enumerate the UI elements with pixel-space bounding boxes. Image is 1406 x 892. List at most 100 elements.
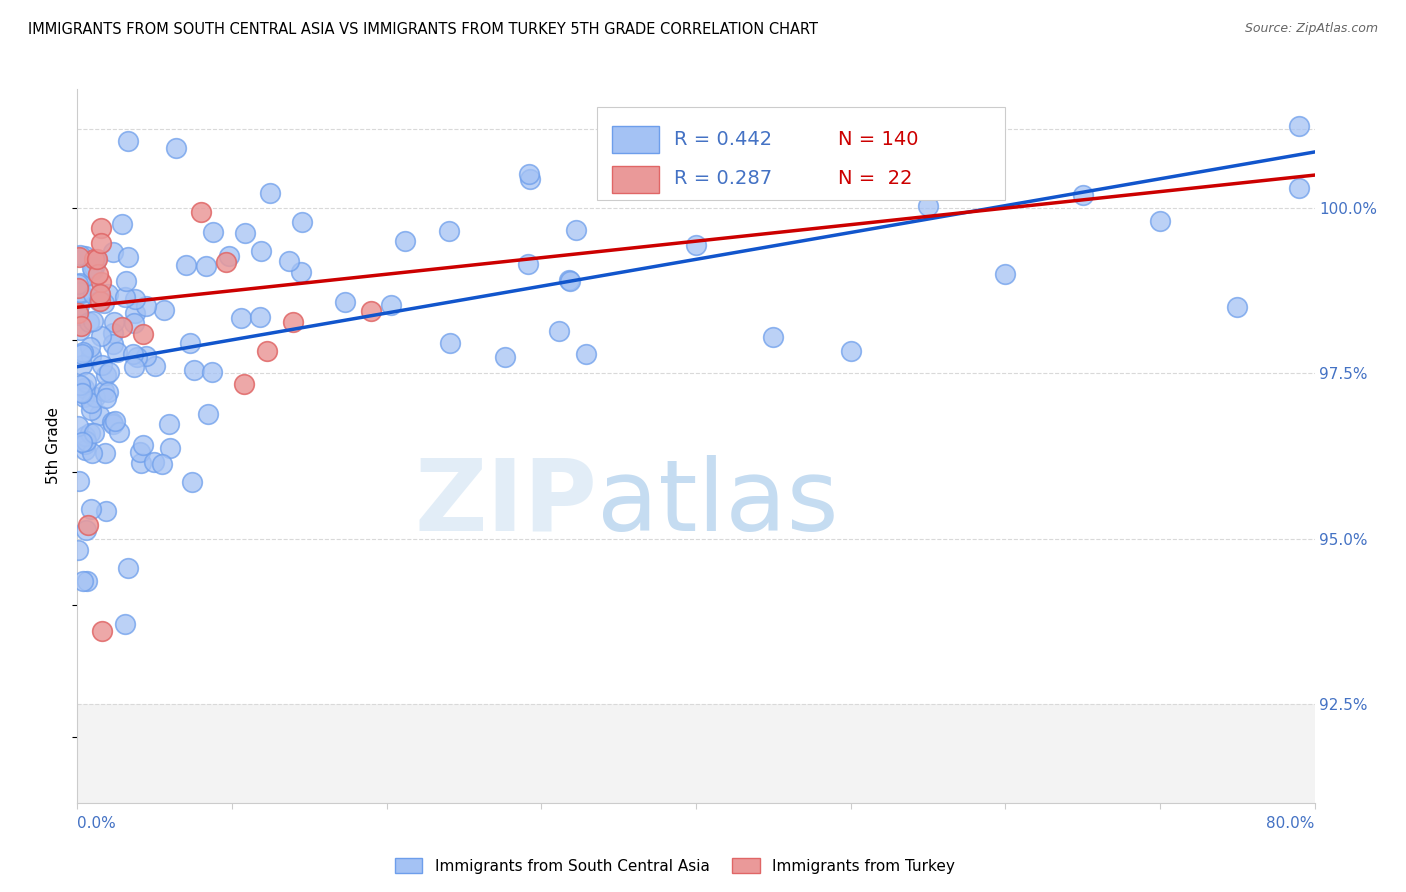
Point: [104, 414, 127, 428]
Point: [87, 268, 110, 282]
Point: [135, 349, 157, 363]
Point: [67, 308, 90, 322]
Point: [91, 624, 114, 638]
Point: [97, 287, 120, 301]
Point: [281, 315, 304, 329]
Point: [94, 504, 117, 518]
Point: [87, 294, 110, 309]
Point: [233, 376, 256, 391]
Text: N = 140: N = 140: [838, 129, 918, 149]
Point: [75, 428, 97, 442]
Point: [114, 274, 136, 288]
Point: [80, 396, 103, 410]
Point: [70, 384, 93, 399]
Point: [69, 323, 91, 337]
Bar: [77, 704, 1315, 803]
Point: [124, 292, 146, 306]
Point: [73, 249, 96, 263]
Point: [1226, 300, 1249, 314]
Point: [72, 344, 94, 359]
Point: [437, 223, 460, 237]
Point: [117, 561, 139, 575]
Point: [79, 426, 101, 441]
Point: [494, 350, 516, 364]
Text: IMMIGRANTS FROM SOUTH CENTRAL ASIA VS IMMIGRANTS FROM TURKEY 5TH GRADE CORRELATI: IMMIGRANTS FROM SOUTH CENTRAL ASIA VS IM…: [28, 22, 818, 37]
Point: [94, 391, 117, 405]
Point: [82, 287, 104, 301]
Point: [183, 362, 205, 376]
Point: [93, 296, 115, 310]
Point: [218, 249, 240, 263]
Point: [77, 518, 100, 533]
Text: Source: ZipAtlas.com: Source: ZipAtlas.com: [1244, 22, 1378, 36]
Point: [129, 456, 152, 470]
Point: [69, 285, 91, 299]
Point: [70, 386, 93, 401]
Point: [181, 475, 204, 489]
Point: [98, 365, 121, 379]
Point: [143, 359, 166, 374]
Point: [67, 298, 90, 312]
Point: [114, 290, 136, 304]
Point: [89, 286, 111, 301]
Point: [76, 574, 98, 588]
Point: [101, 245, 124, 260]
Text: ZIP: ZIP: [415, 455, 598, 551]
Point: [159, 441, 181, 455]
Point: [215, 255, 238, 269]
Point: [72, 358, 94, 372]
Point: [994, 267, 1017, 281]
Point: [150, 457, 173, 471]
Point: [153, 302, 176, 317]
Point: [165, 141, 187, 155]
Text: 80.0%: 80.0%: [1267, 816, 1315, 831]
Y-axis label: 5th Grade: 5th Grade: [46, 408, 62, 484]
Point: [101, 326, 124, 341]
Point: [70, 347, 93, 361]
Point: [93, 384, 115, 398]
Point: [249, 310, 271, 324]
FancyBboxPatch shape: [612, 127, 659, 153]
Point: [111, 320, 134, 334]
Point: [69, 248, 91, 262]
Point: [67, 281, 90, 295]
Point: [79, 340, 101, 354]
Point: [72, 574, 94, 588]
Point: [124, 359, 146, 374]
Point: [125, 350, 148, 364]
Point: [250, 244, 273, 258]
Point: [101, 415, 124, 429]
Point: [291, 215, 314, 229]
Point: [90, 328, 112, 343]
Point: [86, 253, 108, 268]
Point: [564, 223, 586, 237]
Text: R = 0.442: R = 0.442: [673, 129, 772, 149]
Point: [90, 236, 112, 251]
Point: [86, 252, 108, 266]
Point: [762, 330, 785, 344]
Point: [558, 272, 581, 286]
Point: [80, 349, 103, 363]
Point: [91, 358, 114, 372]
Point: [560, 274, 582, 288]
Point: [75, 523, 97, 537]
Point: [70, 318, 93, 333]
Point: [129, 445, 152, 459]
Point: [394, 234, 416, 248]
FancyBboxPatch shape: [612, 166, 659, 193]
Point: [84, 255, 107, 269]
Point: [97, 385, 120, 400]
Point: [124, 305, 146, 319]
Point: [67, 474, 90, 488]
Point: [256, 344, 278, 359]
Point: [117, 134, 139, 148]
Point: [73, 382, 96, 396]
Point: [75, 437, 97, 451]
Point: [190, 205, 212, 219]
Text: R = 0.287: R = 0.287: [673, 169, 772, 188]
Point: [135, 299, 157, 313]
Point: [77, 315, 100, 329]
Point: [131, 326, 153, 341]
Point: [111, 217, 134, 231]
Point: [72, 435, 94, 450]
